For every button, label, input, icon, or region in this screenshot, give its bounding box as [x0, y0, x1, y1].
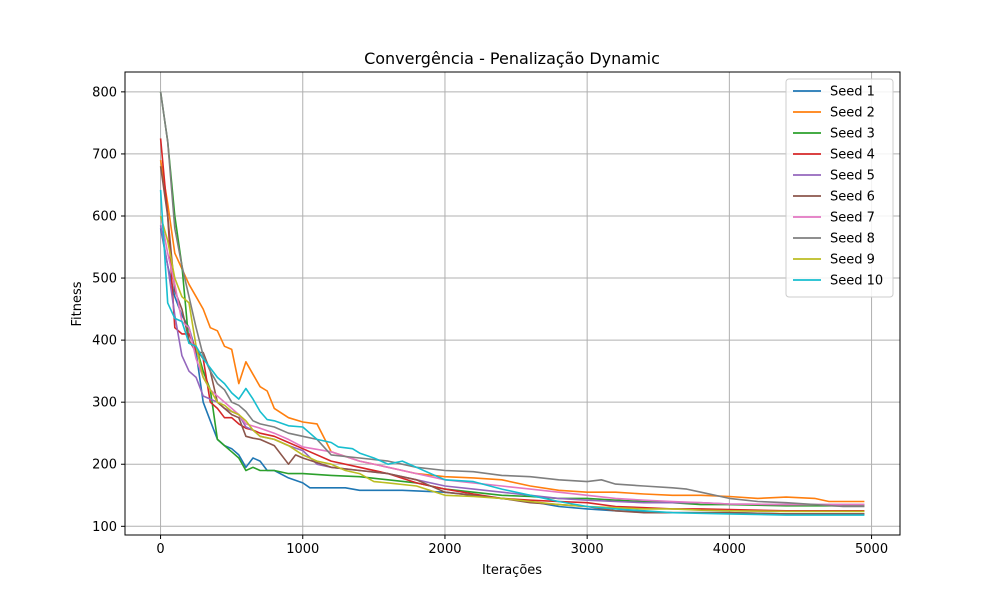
y-tick-label: 200	[92, 458, 117, 473]
y-tick-label: 300	[92, 396, 117, 411]
x-tick-label: 3000	[571, 542, 604, 557]
x-tick-label: 4000	[713, 542, 746, 557]
legend-label: Seed 4	[830, 148, 875, 163]
series-line-seed-3	[159, 91, 865, 507]
y-tick-label: 600	[92, 209, 117, 224]
y-tick-label: 100	[92, 520, 117, 535]
x-tick-label: 5000	[855, 542, 888, 557]
series-lines	[159, 91, 865, 516]
legend-label: Seed 2	[830, 106, 875, 121]
x-tick-label: 2000	[428, 542, 461, 557]
x-axis-label: Iterações	[482, 563, 542, 578]
x-tick-label: 0	[156, 542, 164, 557]
legend-label: Seed 10	[830, 274, 883, 289]
y-tick-label: 800	[92, 85, 117, 100]
ticks: 0 1000 2000 3000 4000 5000 100 200 300 400 500 600 7…	[92, 85, 888, 557]
series-line-seed-2	[159, 159, 865, 503]
series-line-seed-9	[159, 215, 865, 513]
legend-label: Seed 8	[830, 232, 875, 247]
y-tick-label: 700	[92, 147, 117, 162]
legend-label: Seed 5	[830, 169, 875, 184]
legend-label: Seed 6	[830, 190, 875, 205]
legend: Seed 1 Seed 2 Seed 3 Seed 4 Seed 5 Seed 6 Seed…	[785, 78, 894, 298]
series-line-seed-1	[159, 228, 865, 515]
chart-title: Convergência - Penalização Dynamic	[364, 49, 660, 68]
y-axis-label: Fitness	[70, 281, 85, 326]
legend-label: Seed 9	[830, 253, 875, 268]
series-line-seed-7	[159, 215, 865, 506]
y-tick-label: 500	[92, 272, 117, 287]
x-tick-label: 1000	[286, 542, 319, 557]
plot-frame	[124, 71, 901, 536]
legend-label: Seed 3	[830, 127, 875, 142]
legend-label: Seed 7	[830, 211, 875, 226]
y-tick-label: 400	[92, 334, 117, 349]
legend-label: Seed 1	[830, 85, 875, 100]
series-line-seed-10	[159, 189, 865, 516]
